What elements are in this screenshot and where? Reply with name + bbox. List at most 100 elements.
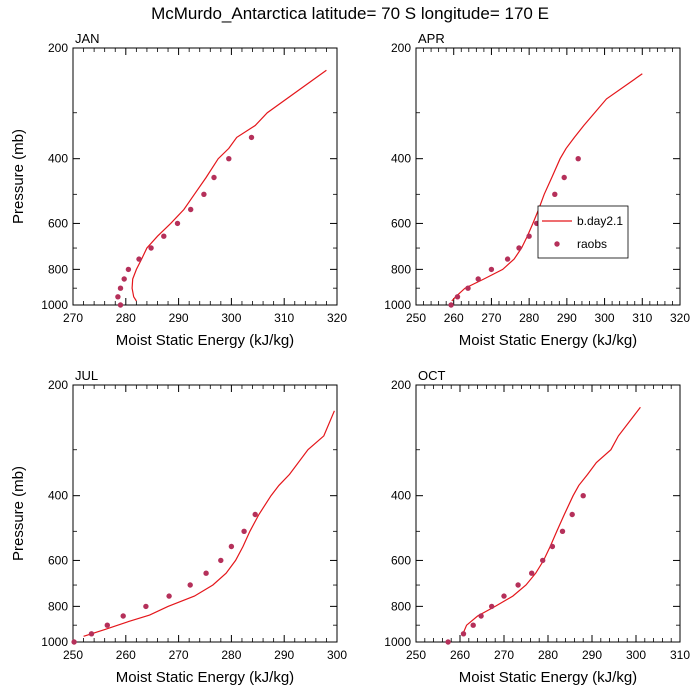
x-axis-label: Moist Static Energy (kJ/kg)	[116, 669, 294, 686]
x-tick-label: 310	[274, 311, 294, 325]
y-tick-label: 400	[48, 152, 68, 166]
raobs-point	[117, 302, 124, 308]
y-tick-label: 1000	[384, 298, 411, 312]
y-tick-label: 400	[48, 489, 68, 503]
y-tick-label: 1000	[384, 635, 411, 649]
raobs-point	[515, 582, 521, 588]
legend-box	[537, 205, 629, 259]
panel-label-jul: JUL	[75, 368, 98, 383]
raobs-point	[526, 233, 532, 239]
y-tick-label: 1000	[41, 635, 68, 649]
y-tick-label: 600	[48, 553, 68, 567]
x-tick-label: 270	[63, 311, 83, 325]
y-tick-label: 800	[48, 262, 68, 276]
raobs-point	[529, 570, 535, 576]
raobs-point	[501, 593, 507, 599]
legend-label-model: b.day2.1	[577, 214, 623, 228]
panel-label-apr: APR	[418, 31, 445, 46]
x-tick-label: 320	[670, 311, 690, 325]
raobs-point	[117, 285, 124, 291]
raobs-point	[575, 156, 581, 162]
raobs-point	[148, 245, 154, 251]
y-axis-label: Pressure (mb)	[10, 466, 27, 561]
raobs-point	[166, 593, 172, 599]
legend: b.day2.1 raobs	[537, 205, 629, 259]
raobs-point	[120, 613, 126, 619]
y-tick-label: 200	[391, 378, 411, 392]
raobs-point	[559, 528, 566, 534]
x-tick-label: 290	[582, 648, 602, 662]
raobs-point	[478, 613, 484, 619]
x-tick-label: 300	[626, 648, 646, 662]
model-line	[461, 406, 641, 636]
raobs-point	[211, 174, 217, 181]
panel-label-oct: OCT	[418, 368, 446, 383]
y-tick-label: 800	[391, 599, 411, 613]
y-tick-label: 1000	[41, 298, 68, 312]
raobs-point	[187, 582, 193, 588]
x-tick-label: 250	[406, 648, 426, 662]
panel-apr: 250 260 270 280 290 300 310 320 200 400 600 800 1000…	[384, 31, 690, 349]
panel-jan: 270 280 290 300 310 320 200 400 600 800 1000 JAN Moi…	[10, 31, 347, 349]
y-tick-label: 800	[48, 599, 68, 613]
x-tick-label: 260	[450, 648, 470, 662]
raobs-point	[580, 493, 586, 499]
x-tick-label: 290	[557, 311, 577, 325]
y-tick-label: 400	[391, 489, 411, 503]
panel-jul: 250 260 270 280 290 300 200 400 600 800 1000 JUL Moi…	[10, 368, 347, 686]
raobs-point	[188, 206, 194, 213]
x-tick-label: 260	[116, 648, 136, 662]
raobs-point	[143, 603, 149, 610]
model-line	[83, 410, 335, 637]
y-tick-label: 200	[48, 378, 68, 392]
raobs-point	[136, 256, 142, 262]
raobs-point	[489, 603, 495, 610]
x-tick-label: 310	[632, 311, 652, 325]
raobs-point	[488, 266, 495, 273]
x-tick-label: 300	[595, 311, 615, 325]
panel-oct: 250 260 270 280 290 300 310 200 400 600 800 1000 OCT…	[384, 368, 690, 686]
x-tick-label: 280	[538, 648, 558, 662]
y-tick-label: 400	[391, 152, 411, 166]
y-tick-label: 600	[391, 216, 411, 230]
raobs-point	[516, 245, 522, 251]
raobs-point	[460, 631, 467, 637]
raobs-point	[104, 622, 111, 628]
raobs-point	[174, 220, 181, 227]
y-tick-label: 600	[391, 553, 411, 567]
raobs-point	[115, 294, 121, 300]
figure-title: McMurdo_Antarctica latitude= 70 S longit…	[151, 4, 549, 23]
x-tick-label: 280	[116, 311, 136, 325]
raobs-point	[125, 266, 132, 273]
plot-frame	[72, 47, 338, 306]
panel-label-jan: JAN	[75, 31, 100, 46]
raobs-point	[248, 134, 255, 141]
model-line	[131, 69, 327, 302]
raobs-point	[445, 639, 451, 645]
y-tick-label: 200	[48, 41, 68, 55]
x-tick-label: 300	[327, 648, 347, 662]
raobs-point	[549, 543, 556, 550]
model-line	[451, 73, 643, 302]
x-axis-label: Moist Static Energy (kJ/kg)	[459, 332, 637, 349]
raobs-point	[88, 631, 95, 637]
x-tick-label: 290	[169, 311, 189, 325]
raobs-point	[448, 302, 454, 308]
raobs-point	[201, 191, 207, 197]
y-tick-label: 600	[48, 216, 68, 230]
raobs-point	[465, 285, 471, 291]
x-tick-label: 310	[670, 648, 690, 662]
raobs-point	[470, 622, 476, 628]
plot-frame	[415, 384, 681, 643]
legend-label-obs: raobs	[577, 237, 607, 251]
x-tick-label: 270	[481, 311, 501, 325]
raobs-point	[561, 174, 567, 181]
plot-frame	[72, 384, 338, 643]
raobs-point	[569, 511, 575, 518]
y-axis-label: Pressure (mb)	[10, 129, 27, 224]
x-tick-label: 260	[444, 311, 464, 325]
raobs-point	[203, 570, 209, 576]
x-tick-label: 320	[327, 311, 347, 325]
raobs-point	[228, 543, 235, 550]
